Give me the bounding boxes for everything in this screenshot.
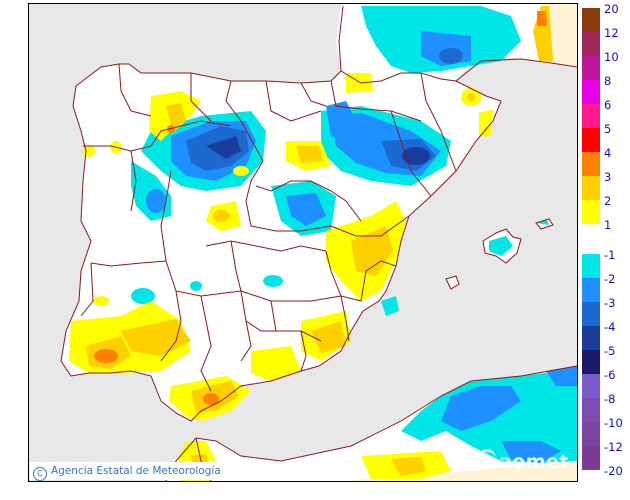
anomaly-map: C Agencia Estatal de Meteorología aemet [28,3,578,482]
legend-swatch [582,422,600,446]
legend-swatch [582,398,600,422]
legend-label: -4 [604,320,616,334]
legend-label: 20 [604,2,619,16]
copyright-icon: C [33,467,47,481]
legend-swatch [582,80,600,104]
legend-swatch [582,104,600,128]
legend-label: 12 [604,26,619,40]
legend-label: 3 [604,170,612,184]
legend-swatch [582,56,600,80]
legend-label: -6 [604,368,616,382]
iberia-map-graphic [60,4,577,481]
legend-swatch [582,446,600,470]
legend-swatch [582,326,600,350]
legend-swatch [582,350,600,374]
legend-label: -5 [604,344,616,358]
legend-label: -1 [604,248,616,262]
legend-label: 10 [604,50,619,64]
legend-swatch [582,128,600,152]
aemet-logo: aemet [478,449,569,473]
legend-swatch [582,302,600,326]
legend-label: 4 [604,146,612,160]
legend-label: 6 [604,98,612,112]
legend-label: -20 [604,464,623,478]
credit-label: C Agencia Estatal de Meteorología [30,462,227,481]
legend-swatch [582,200,600,224]
legend-label: 8 [604,74,612,88]
legend-label: 5 [604,122,612,136]
legend-swatch [582,254,600,278]
aemet-swirl-icon [478,449,497,469]
legend-swatch [582,176,600,200]
sahara-land [341,459,577,481]
legend-label: -8 [604,392,616,406]
legend-swatch [582,32,600,56]
legend-label: -12 [604,440,623,454]
legend-swatch [582,374,600,398]
legend-label: -10 [604,416,623,430]
credit-text: Agencia Estatal de Meteorología [51,465,221,477]
legend-label: 1 [604,218,612,232]
aemet-logo-text: aemet [499,451,569,473]
legend-swatch [582,8,600,32]
legend-label: -3 [604,296,616,310]
legend-label: -2 [604,272,616,286]
legend-label: 2 [604,194,612,208]
legend-swatch [582,278,600,302]
legend-swatch [582,152,600,176]
negative-anomaly-areas [131,6,577,463]
